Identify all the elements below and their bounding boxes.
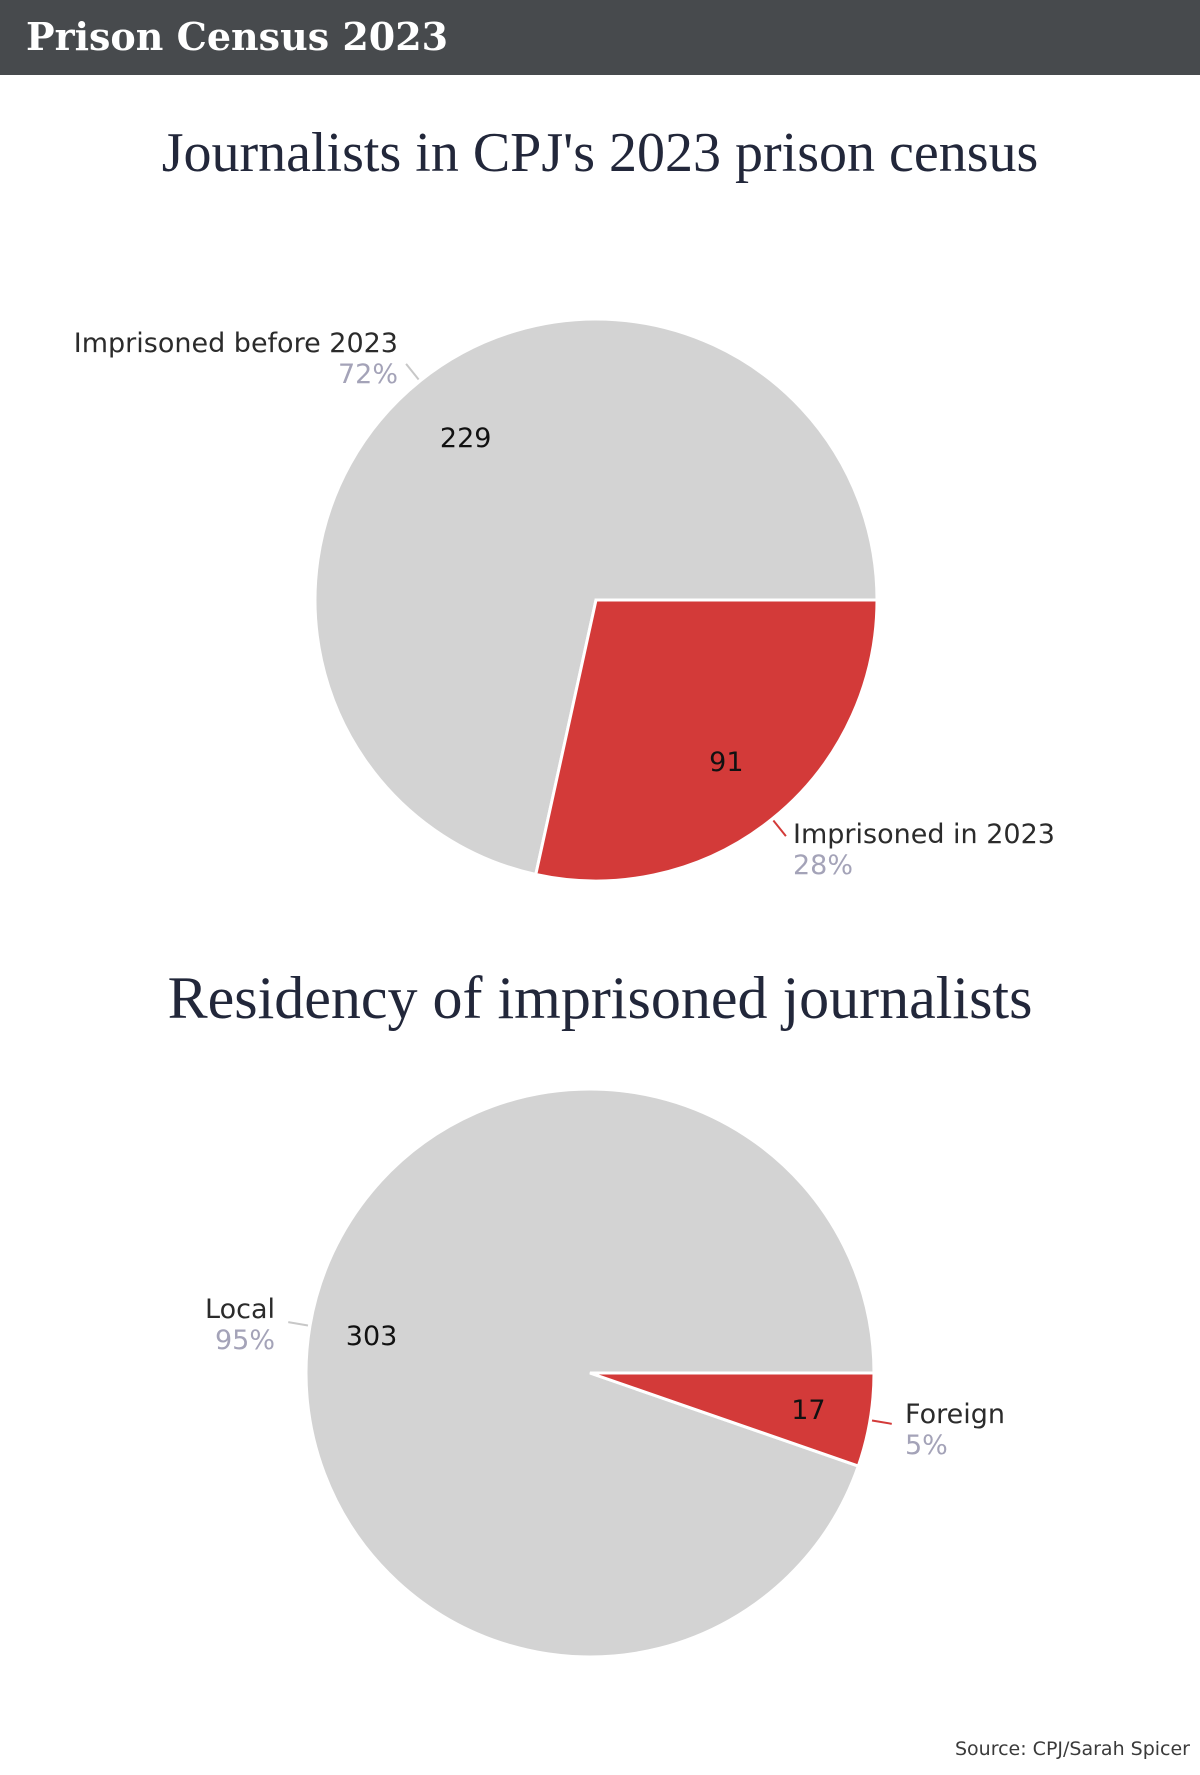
chart-2-title: Residency of imprisoned journalists <box>167 965 1033 1031</box>
pie-1-value-label-1: 229 <box>440 423 492 454</box>
pie-1-slice-1 <box>313 317 879 877</box>
pie-1-category-label-2: Imprisoned in 2023 <box>793 819 1055 850</box>
pie-1-percent-label-1: 72% <box>338 359 398 390</box>
pie-2-category-label-2: Foreign <box>905 1399 1005 1430</box>
pie-2-value-label-2: 17 <box>791 1395 825 1426</box>
pie-1-value-label-2: 91 <box>709 747 743 778</box>
pie-2-percent-label-1: 95% <box>215 1325 275 1356</box>
pie-2-percent-label-2: 5% <box>905 1430 948 1461</box>
header-banner: Prison Census 2023 <box>0 0 1200 75</box>
pie-2-leader-2 <box>871 1419 892 1425</box>
pie-1-category-label-1: Imprisoned before 2023 <box>74 328 398 359</box>
pie-2-slice-2 <box>589 1371 876 1468</box>
pie-2-leader-1 <box>288 1321 309 1327</box>
pie-2-value-label-1: 303 <box>346 1321 398 1352</box>
pie-1-slice-2 <box>533 598 879 883</box>
source-credit: Source: CPJ/Sarah Spicer <box>954 1738 1190 1760</box>
pie-1-percent-label-2: 28% <box>793 850 853 881</box>
chart-1-title: Journalists in CPJ's 2023 prison census <box>161 122 1039 184</box>
pie-2-category-label-1: Local <box>205 1294 275 1325</box>
banner-title: Prison Census 2023 <box>26 14 449 59</box>
pie-1-leader-2 <box>772 819 787 837</box>
pie-1-leader-1 <box>405 363 420 381</box>
